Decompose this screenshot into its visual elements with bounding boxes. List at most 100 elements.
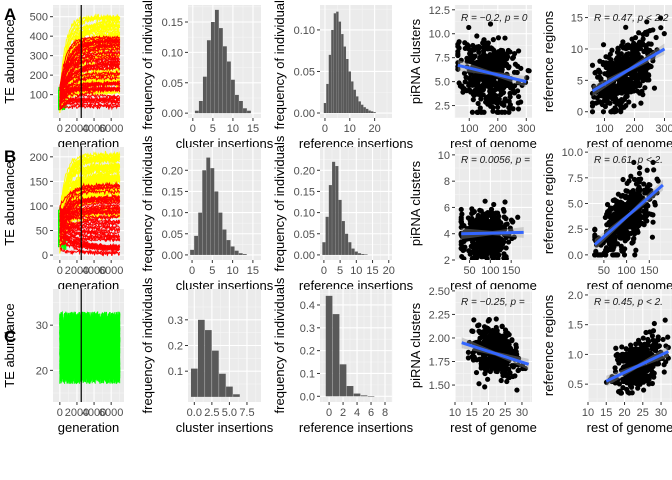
plot-content (455, 21, 532, 115)
bar (322, 242, 326, 255)
scatter-point (481, 242, 487, 248)
x-tick-label: 6000 (99, 265, 123, 277)
scatter-point (488, 45, 494, 51)
scatter-point (650, 219, 656, 225)
x-tick-label: 20 (482, 407, 494, 419)
scatter-point (628, 173, 634, 179)
fit-line (591, 47, 666, 93)
scatter-point (618, 109, 624, 115)
scatter-point (486, 227, 492, 233)
scatter-point (469, 256, 475, 260)
y-tick-label: 0.00 (162, 108, 183, 120)
scatter-point (456, 80, 462, 86)
trajectory-line (59, 209, 121, 217)
scatter-point (613, 345, 619, 351)
scatter-point (476, 83, 482, 89)
y-tick-label: 0.15 (162, 186, 183, 198)
y-axis-label: frequency of individuals (140, 135, 155, 271)
scatter-point (649, 333, 656, 339)
scatter-point (651, 85, 658, 91)
scatter-point (600, 42, 607, 48)
scatter-point (511, 83, 518, 89)
y-axis-label: piRNA clusters (408, 302, 423, 388)
y-tick-label: 100 (30, 90, 48, 102)
plot-content (194, 9, 251, 114)
scatter-point (627, 354, 633, 360)
bar (210, 168, 215, 255)
x-tick-label: 2000 (65, 265, 89, 277)
scatter-point (474, 62, 480, 68)
scatter-point (484, 256, 490, 260)
y-tick-label: 15 (571, 13, 583, 25)
scatter-point (461, 86, 467, 92)
x-tick-label: 8 (382, 407, 388, 419)
x-tick-label: 25 (499, 407, 511, 419)
scatter-point (607, 68, 613, 74)
scatter-point (490, 249, 497, 255)
x-tick-label: 4000 (82, 407, 106, 419)
trajectory-line (59, 212, 121, 221)
bar (346, 59, 349, 114)
scatter-point (493, 324, 499, 331)
scatter-point (626, 99, 632, 105)
scatter-point (477, 105, 483, 111)
scatter-point (629, 85, 635, 92)
scatter-point (650, 58, 656, 64)
trajectory-line (59, 102, 121, 111)
scatter-point (637, 90, 643, 96)
scatter-point (635, 80, 641, 86)
scatter-point (503, 333, 509, 340)
scatter-point (604, 211, 610, 217)
bar (227, 61, 231, 114)
scatter-point (470, 357, 477, 363)
scatter-point (484, 94, 490, 100)
scatter-point (625, 378, 631, 384)
scatter-point (636, 170, 643, 176)
bar (368, 110, 371, 114)
scatter-point (470, 76, 476, 82)
scatter-point (498, 377, 504, 384)
scatter-point (615, 252, 621, 258)
scatter-point (461, 70, 468, 76)
y-tick-label: 200 (30, 70, 48, 82)
scatter-point (608, 206, 615, 212)
y-tick-label: 30 (36, 320, 48, 332)
scatter-point (619, 64, 625, 70)
bar (231, 79, 235, 114)
scatter-point (510, 218, 516, 225)
scatter-point (616, 352, 622, 358)
trajectory-line (59, 162, 121, 241)
scatter-point (607, 100, 613, 106)
y-tick-label: 7.5 (435, 53, 450, 65)
scatter-point (511, 51, 518, 57)
bar (233, 394, 240, 397)
correlation-annotation: R = −0.25, p = (461, 297, 525, 308)
scatter-point (491, 76, 497, 82)
scatter-point (605, 60, 611, 66)
y-tick-label: 0.15 (162, 17, 183, 29)
scatter-point (621, 364, 627, 370)
bar (239, 100, 243, 114)
y-tick-label: 500 (30, 12, 48, 24)
scatter-point (495, 35, 502, 41)
scatter-point (661, 369, 667, 375)
panel-C2: 0.0 2.5 5.0 7.5 0.1 0.2 0.3 cluster insertions f… (140, 277, 274, 435)
scatter-point (482, 384, 488, 390)
scatter-point (515, 63, 521, 69)
x-axis-label: reference insertions (299, 420, 414, 435)
y-tick-label: 2.50 (429, 286, 450, 298)
y-tick-label: 50 (36, 226, 48, 238)
scatter-point (592, 226, 598, 232)
scatter-point (499, 323, 505, 329)
trajectory-line (59, 213, 121, 243)
scatter-point (640, 36, 646, 42)
scatter-point (607, 51, 613, 57)
scatter-point (652, 347, 659, 353)
bar (353, 393, 361, 397)
bar (341, 34, 344, 114)
scatter-point (463, 74, 469, 80)
scatter-point (631, 103, 637, 109)
scatter-point (623, 357, 629, 364)
scatter-point (470, 42, 476, 49)
